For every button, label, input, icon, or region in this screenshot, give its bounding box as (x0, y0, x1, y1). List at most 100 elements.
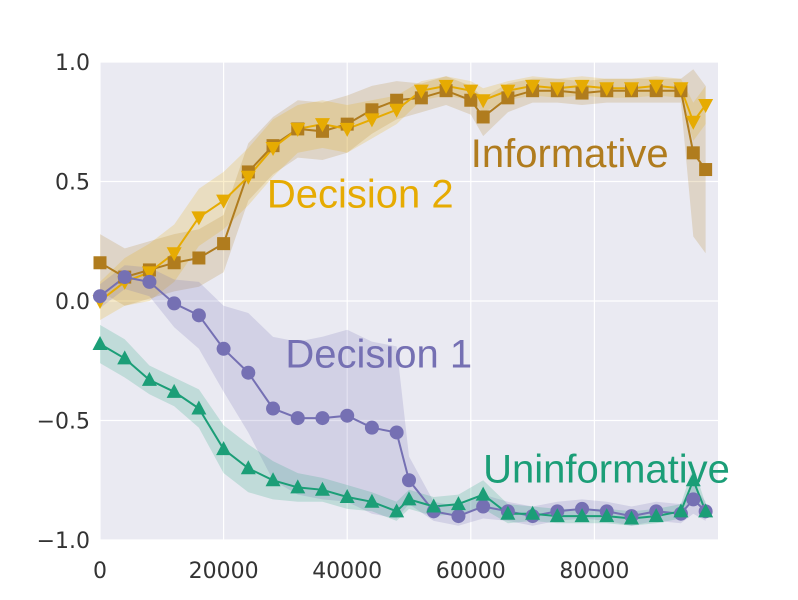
y-tick-label: −1.0 (37, 529, 90, 554)
x-tick-label: 40000 (312, 559, 382, 584)
uninformative-point (500, 505, 516, 520)
decision-2-point (166, 247, 182, 262)
decision-1-point (315, 411, 330, 426)
decision-2-label: Decision 2 (267, 172, 454, 216)
decision-1-point (389, 425, 404, 440)
y-tick-label: 1.0 (55, 51, 90, 76)
x-tick-label: 60000 (436, 559, 506, 584)
decision-2-point (463, 84, 479, 99)
uninformative-point (475, 486, 491, 501)
uninformative-point (648, 508, 664, 523)
decision-2-point (623, 82, 639, 97)
decision-1-label: Decision 1 (285, 333, 472, 377)
uninformative-point (314, 481, 330, 496)
decision-2-point (339, 122, 355, 137)
uninformative-point (450, 496, 466, 511)
uninformative-point (599, 508, 615, 523)
decision-2-point (698, 99, 714, 114)
uninformative-point (265, 472, 281, 487)
y-axis-ticks: −1.0 −0.5 0.0 0.5 1.0 (37, 51, 90, 554)
decision-1-point (216, 341, 231, 356)
uninformative-point (549, 508, 565, 523)
uninformative-point (141, 371, 157, 386)
series-markers (92, 79, 714, 525)
informative-point (476, 110, 490, 124)
decision-2-point (364, 113, 380, 128)
decision-1-point (451, 509, 466, 524)
uninformative-point (240, 460, 256, 475)
decision-1-point (241, 365, 256, 380)
y-tick-label: −0.5 (37, 410, 90, 435)
decision-2-point (141, 266, 157, 281)
uninformative-point (426, 498, 442, 513)
informative-band (100, 69, 706, 306)
uninformative-point (166, 383, 182, 398)
decision-1-point (364, 420, 379, 435)
y-tick-label: 0.5 (55, 171, 90, 196)
informative-point (167, 256, 181, 270)
decision-1-point (266, 401, 281, 416)
decision-2-point (240, 170, 256, 185)
uninformative-band (100, 324, 706, 526)
x-tick-label: 0 (93, 559, 107, 584)
decision-1-point (290, 411, 305, 426)
uninformative-point (673, 503, 689, 518)
decision-2-point (475, 94, 491, 109)
informative-point (390, 93, 404, 107)
decision-1-point (167, 296, 182, 311)
decision-2-point (438, 79, 454, 94)
decision-1-point (686, 492, 701, 507)
informative-label: Informative (471, 132, 669, 176)
decision-2-point (685, 115, 701, 130)
informative-point (686, 146, 700, 160)
decision-2-point (265, 142, 281, 157)
decision-1-point (191, 308, 206, 323)
series-labels: Informative Decision 2 Decision 1 Uninforma… (267, 132, 730, 491)
uninformative-point (364, 493, 380, 508)
informative-point (699, 163, 713, 177)
decision-2-point (191, 211, 207, 226)
informative-point (365, 103, 379, 117)
uninformative-point (191, 400, 207, 415)
x-tick-label: 20000 (189, 559, 259, 584)
uninformative-point (401, 491, 417, 506)
decision-2-point (216, 194, 232, 209)
informative-point (217, 237, 231, 251)
decision-1-point (117, 270, 132, 285)
decision-2-point (648, 79, 664, 94)
uninformative-point (339, 488, 355, 503)
uninformative-point (290, 479, 306, 494)
decision-2-point (290, 122, 306, 137)
informative-point (93, 256, 107, 270)
decision-2-point (413, 84, 429, 99)
grid (99, 61, 718, 541)
decision-2-point (574, 79, 590, 94)
uninformative-point (92, 336, 108, 351)
uninformative-point (698, 503, 714, 518)
x-axis-ticks: 0 20000 40000 60000 80000 (93, 559, 629, 584)
uninformative-point (117, 350, 133, 365)
decision-2-point (389, 103, 405, 118)
decision-2-point (673, 82, 689, 97)
uninformative-point (574, 508, 590, 523)
decision-1-point (402, 473, 416, 488)
informative-point (192, 251, 206, 265)
decision-2-point (549, 82, 565, 97)
decision-1-point (476, 499, 491, 514)
decision-2-point (525, 79, 541, 94)
decision-2-point (314, 118, 330, 133)
uninformative-point (685, 472, 701, 487)
decision-1-point (93, 289, 107, 304)
uninformative-point (389, 503, 405, 518)
decision-1-band (100, 265, 706, 526)
decision-1-point (340, 408, 355, 423)
uninformative-point (525, 505, 541, 520)
uninformative-label: Uninformative (483, 447, 730, 491)
uninformative-point (216, 441, 232, 456)
decision-2-point (500, 84, 516, 99)
informative-point (464, 93, 478, 107)
y-tick-label: 0.0 (55, 290, 90, 315)
decision-1-point (142, 274, 157, 289)
decision-2-point (599, 82, 615, 97)
